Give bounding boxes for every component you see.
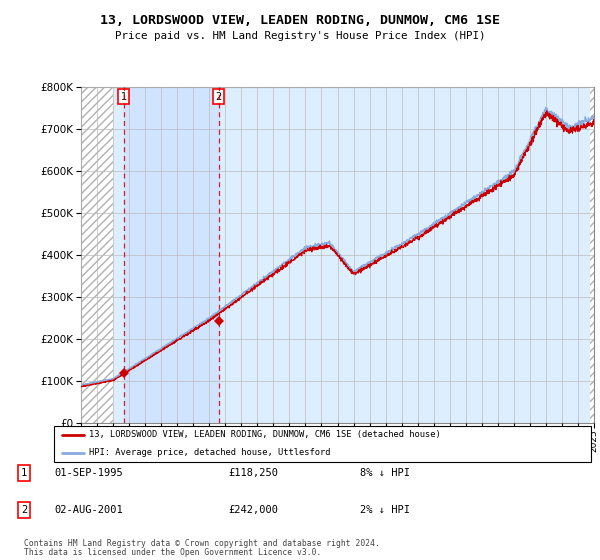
- Text: 2% ↓ HPI: 2% ↓ HPI: [360, 505, 410, 515]
- Text: Contains HM Land Registry data © Crown copyright and database right 2024.: Contains HM Land Registry data © Crown c…: [24, 539, 380, 548]
- Text: Price paid vs. HM Land Registry's House Price Index (HPI): Price paid vs. HM Land Registry's House …: [115, 31, 485, 41]
- Text: 02-AUG-2001: 02-AUG-2001: [54, 505, 123, 515]
- Text: 2: 2: [215, 92, 221, 102]
- Text: £118,250: £118,250: [228, 468, 278, 478]
- Text: HPI: Average price, detached house, Uttlesford: HPI: Average price, detached house, Uttl…: [89, 449, 331, 458]
- Text: 2: 2: [21, 505, 27, 515]
- Bar: [124, 87, 218, 423]
- Text: 1: 1: [21, 468, 27, 478]
- Text: 13, LORDSWOOD VIEW, LEADEN RODING, DUNMOW, CM6 1SE: 13, LORDSWOOD VIEW, LEADEN RODING, DUNMO…: [100, 14, 500, 27]
- Text: 8% ↓ HPI: 8% ↓ HPI: [360, 468, 410, 478]
- Text: 1: 1: [121, 92, 127, 102]
- Text: This data is licensed under the Open Government Licence v3.0.: This data is licensed under the Open Gov…: [24, 548, 322, 557]
- Text: 01-SEP-1995: 01-SEP-1995: [54, 468, 123, 478]
- Text: 13, LORDSWOOD VIEW, LEADEN RODING, DUNMOW, CM6 1SE (detached house): 13, LORDSWOOD VIEW, LEADEN RODING, DUNMO…: [89, 430, 440, 439]
- Text: £242,000: £242,000: [228, 505, 278, 515]
